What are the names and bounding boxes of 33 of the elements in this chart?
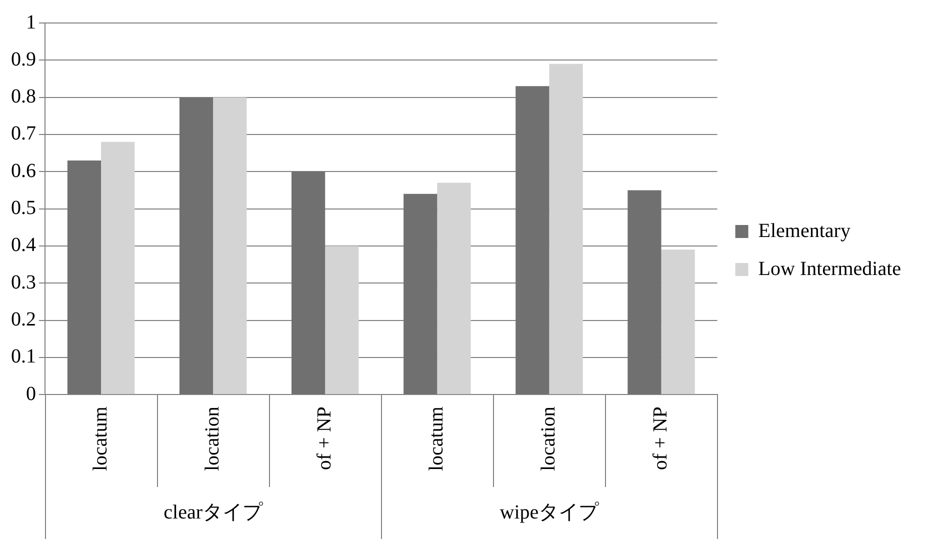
x-tick-label: location	[201, 406, 224, 472]
y-tick-label: 0.9	[11, 48, 36, 70]
y-tick-label: 0.3	[11, 271, 36, 294]
bar	[549, 64, 583, 394]
y-tick-label: 0.4	[11, 234, 36, 256]
bar	[101, 142, 135, 394]
y-tick-label: 0.1	[11, 346, 36, 368]
bar	[213, 97, 247, 394]
y-tick-label: 0.5	[11, 197, 36, 220]
x-tick-label: locatum	[425, 406, 448, 472]
legend-label: Low Intermediate	[758, 258, 902, 280]
y-tick-label: 0.8	[11, 86, 36, 108]
y-tick-label: 0.6	[11, 160, 36, 182]
bar	[516, 86, 550, 394]
bar	[67, 160, 102, 394]
y-tick-label: 0.7	[11, 122, 36, 145]
bar	[325, 246, 359, 394]
bar	[292, 172, 326, 394]
x-tick-label: locatum	[89, 406, 112, 472]
y-tick-label: 0	[26, 382, 36, 405]
bar	[437, 182, 471, 394]
x-tick-label: location	[537, 406, 560, 472]
x-tick-label: of + NP	[313, 406, 336, 470]
y-tick-label: 0.2	[11, 308, 36, 331]
bar	[628, 190, 662, 394]
bar	[404, 194, 438, 394]
text: clearタイプ	[164, 501, 264, 524]
y-tick-label: 1	[26, 11, 36, 34]
x-tick-label: of + NP	[650, 406, 672, 470]
text: wipeタイプ	[500, 501, 600, 524]
bar	[179, 97, 214, 394]
bar	[661, 250, 695, 394]
legend-label: Elementary	[758, 220, 850, 242]
